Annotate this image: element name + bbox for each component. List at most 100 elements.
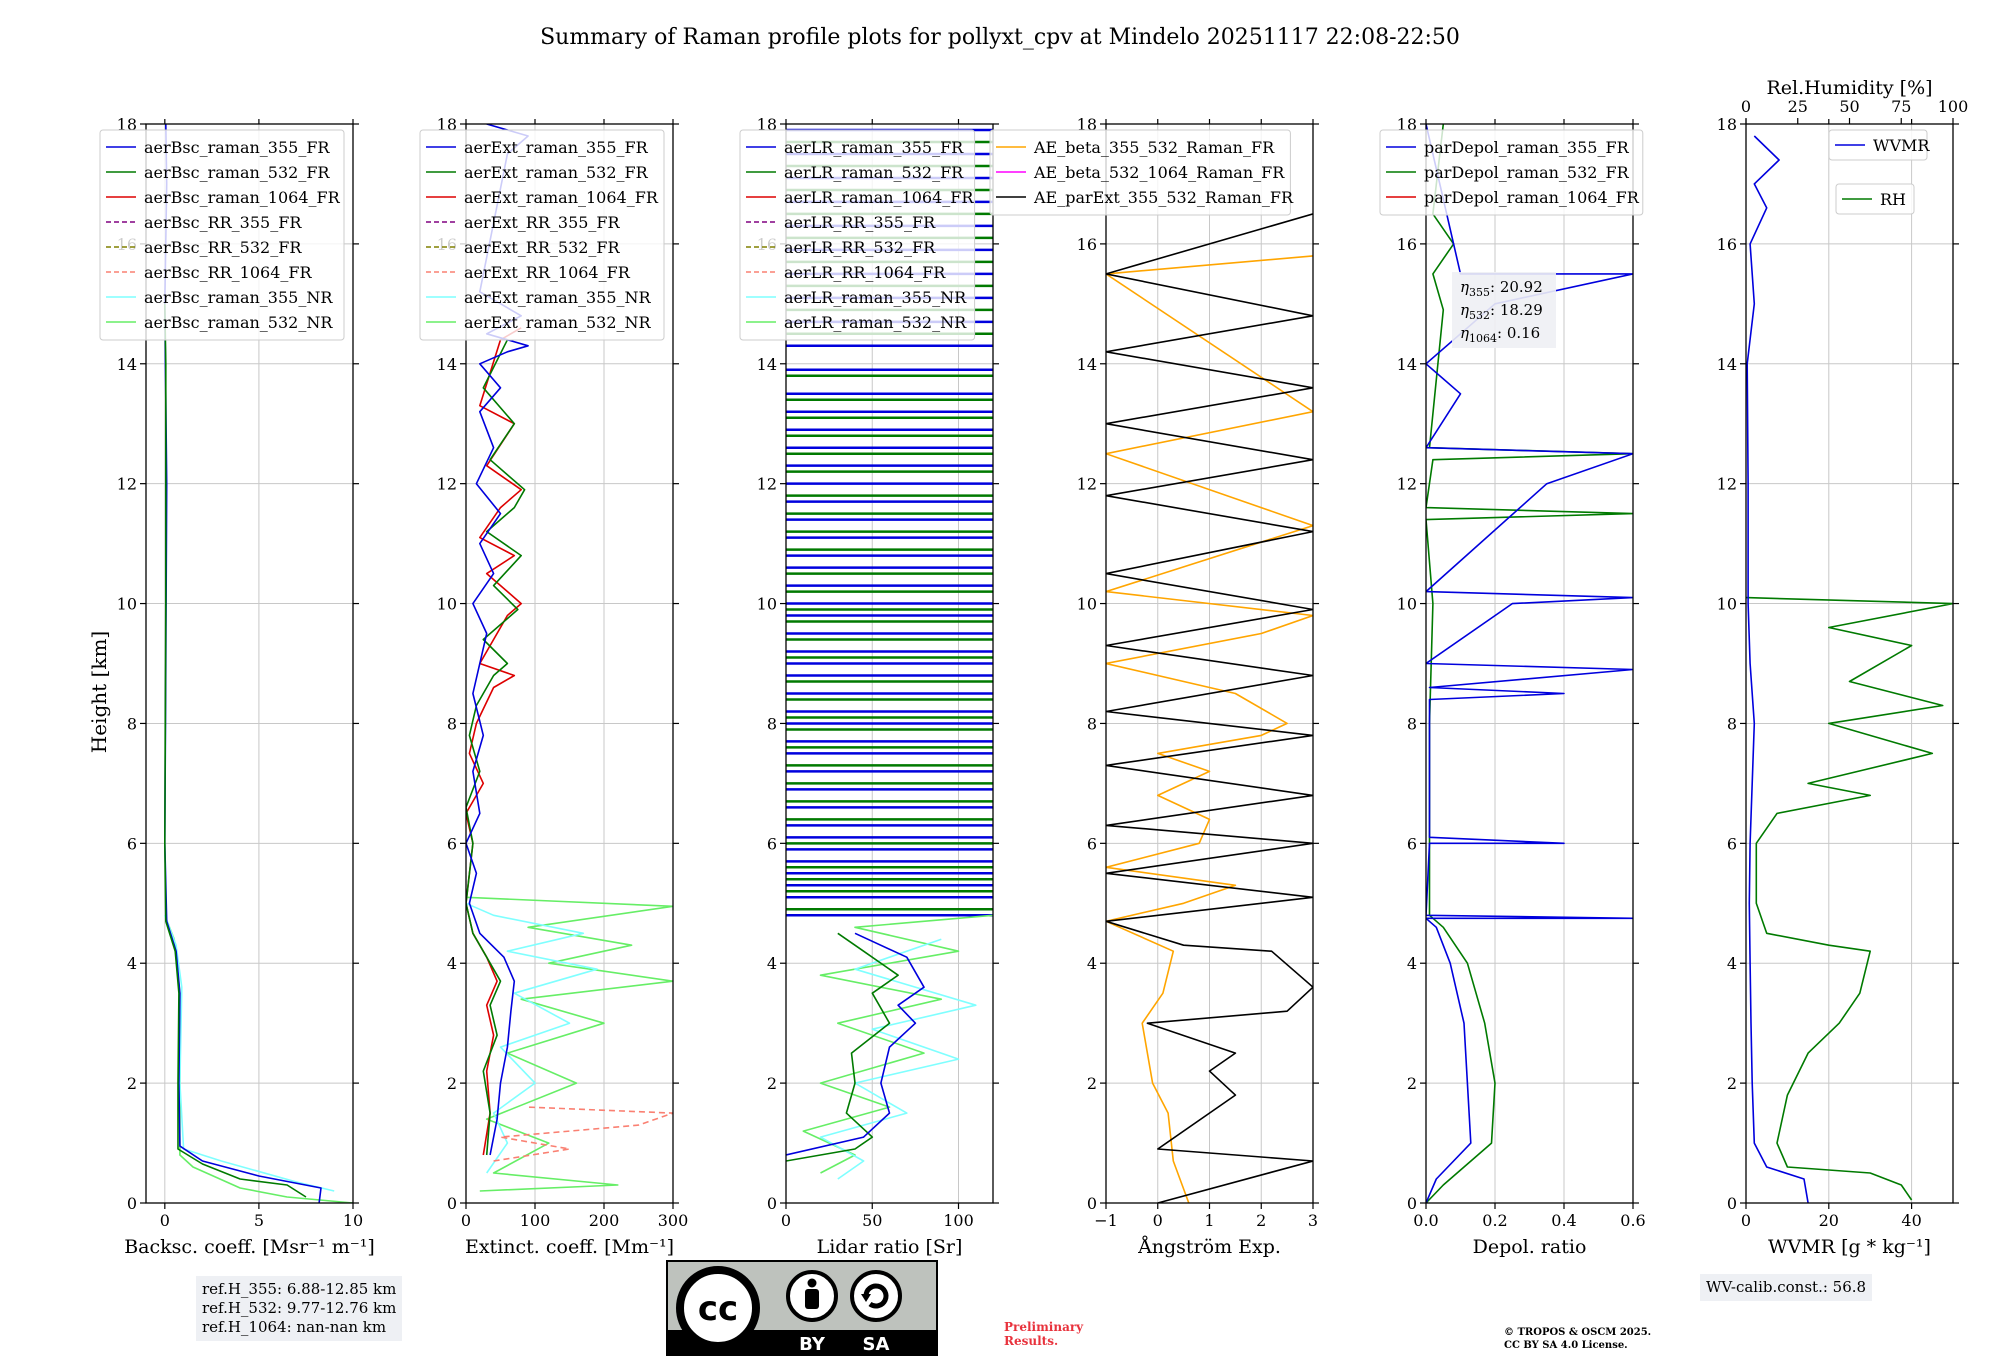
x-tick-label: 50 [862, 1211, 882, 1230]
y-tick-label: 4 [1087, 954, 1097, 973]
series-parDepol_raman_355_FR [1426, 124, 1633, 1203]
panel-extinction: 0100200300024681012141618Extinct. coeff.… [419, 115, 689, 1258]
y-tick-label: 18 [437, 115, 457, 134]
x-tick-label: 0 [781, 1211, 791, 1230]
x-tick-label: 2 [1256, 1211, 1266, 1230]
y-tick-label: 8 [1407, 714, 1417, 733]
legend-box [419, 129, 665, 341]
y-tick-label: 2 [127, 1074, 137, 1093]
y-tick-label: 0 [1407, 1194, 1417, 1213]
y-tick-label: 2 [1727, 1074, 1737, 1093]
legend-label: AE_beta_532_1064_Raman_FR [1033, 163, 1285, 182]
axes-frame [1745, 123, 1954, 1204]
cc-by-sa-badge: cc BY SA [666, 1260, 938, 1356]
reference-heights-box: ref.H_355: 6.88-12.85 km ref.H_532: 9.77… [196, 1276, 403, 1341]
legend-label: aerLR_RR_1064_FR [784, 263, 946, 282]
legend-label: aerLR_raman_355_NR [784, 288, 967, 307]
legend-label: aerExt_RR_355_FR [464, 213, 621, 232]
y-tick-label: 16 [1397, 235, 1417, 254]
preliminary-line-2: Results. [1004, 1334, 1059, 1348]
legend-backscatter: aerBsc_raman_355_FR aerBsc_raman_532_FRae… [99, 129, 345, 341]
x-axis-label: WVMR [g * kg⁻¹] [1768, 1236, 1931, 1258]
y-tick-label: 18 [1397, 115, 1417, 134]
plot-area-angstrom [1106, 213, 1313, 1203]
y-tick-label: 12 [117, 475, 137, 494]
y-tick-label: 14 [437, 355, 457, 374]
y-tick-label: 6 [1727, 834, 1737, 853]
preliminary-results-note: Preliminary Results. [1004, 1320, 1083, 1348]
legend-label: aerBsc_RR_1064_FR [144, 263, 313, 282]
legend-box [989, 129, 1291, 216]
y-tick-label: 12 [437, 475, 457, 494]
legend-extinction: aerExt_raman_355_FR aerExt_raman_532_FRae… [419, 129, 665, 341]
legend-label: aerBsc_RR_532_FR [144, 238, 302, 257]
copyright-line-1: © TROPOS & OSCM 2025. [1504, 1327, 1652, 1338]
y-tick-label: 8 [447, 714, 457, 733]
x-tick-label: 0.0 [1413, 1211, 1438, 1230]
legend-label: aerBsc_raman_1064_FR [144, 188, 341, 207]
x-tick-label: 0.6 [1620, 1211, 1645, 1230]
x-tick-label: 100 [520, 1211, 551, 1230]
x-tick-label: 0 [160, 1211, 170, 1230]
y-tick-label: 18 [117, 115, 137, 134]
legend-label: AE_beta_355_532_Raman_FR [1033, 138, 1275, 157]
top-x-tick-label: 50 [1839, 97, 1859, 116]
x-tick-label: 0.4 [1551, 1211, 1576, 1230]
legend-label: aerBsc_raman_355_NR [144, 288, 333, 307]
series-RH [1746, 596, 1953, 1201]
y-tick-label: 2 [1087, 1074, 1097, 1093]
y-tick-label: 0 [447, 1194, 457, 1213]
y-tick-label: 12 [757, 475, 777, 494]
eta-value: : 20.92 [1490, 278, 1543, 296]
series-aerExt_raman_1064_FR [466, 327, 522, 1156]
y-tick-label: 8 [127, 714, 137, 733]
axes-frame [1425, 123, 1634, 1204]
legend-box [1828, 129, 1928, 161]
top-x-tick-label: 75 [1891, 97, 1911, 116]
legend-label: aerBsc_raman_532_NR [144, 313, 333, 332]
y-tick-label: 12 [1077, 475, 1097, 494]
copyright-line-2: CC BY SA 4.0 License. [1504, 1340, 1628, 1351]
series-AE_beta_355_532_Raman_FR [1106, 255, 1313, 1203]
y-tick-label: 14 [1077, 355, 1097, 374]
x-axis-label: Ångström Exp. [1137, 1236, 1281, 1258]
eta-355: η355: 20.92 [1460, 278, 1543, 299]
series-aerLR_raman_355_FR [786, 932, 925, 1156]
axes-frame [785, 123, 994, 1204]
legend-lidar_ratio: aerLR_raman_355_FR aerLR_raman_532_FR aerL… [739, 129, 976, 341]
panel-depol: 0.0 0.2 0.4 0.6 0 2 4 6 8 10 12 14 16 18 Depol. ratio p… [1379, 115, 1646, 1258]
series-aerLR_raman_532_NR [802, 914, 993, 1174]
eta-subscript: 1064 [1469, 332, 1497, 345]
ref-height-1064: ref.H_1064: nan-nan km [202, 1318, 387, 1336]
series-aerExt_raman_355_NR [466, 902, 598, 1174]
legend-label: aerExt_raman_1064_FR [464, 188, 659, 207]
x-axis-label: Backsc. coeff. [Msr⁻¹ m⁻¹] [124, 1236, 375, 1258]
plot-area-wvmr [1746, 135, 1953, 1203]
y-tick-label: 4 [767, 954, 777, 973]
legend-WVMR: WVMR [1828, 129, 1930, 161]
y-tick-label: 14 [1717, 355, 1737, 374]
eta-symbol: η [1460, 324, 1469, 342]
x-tick-label: 300 [658, 1211, 689, 1230]
legend-box [1379, 129, 1644, 216]
x-tick-label: 20 [1819, 1211, 1839, 1230]
y-tick-label: 12 [1397, 475, 1417, 494]
cc-logo-icon [676, 1266, 760, 1350]
y-tick-label: 10 [1717, 595, 1737, 614]
legend-label: aerBsc_raman_532_FR [144, 163, 330, 182]
y-tick-label: 2 [767, 1074, 777, 1093]
eta-value: : 0.16 [1497, 324, 1540, 342]
y-tick-label: 14 [757, 355, 777, 374]
y-tick-label: 10 [757, 595, 777, 614]
wv-calibration-box: WV-calib.const.: 56.8 [1700, 1274, 1873, 1301]
cc-logo-text: cc [698, 1289, 738, 1329]
y-tick-label: 18 [1717, 115, 1737, 134]
y-tick-label: 0 [1727, 1194, 1737, 1213]
x-tick-label: 5 [254, 1211, 264, 1230]
series-aerExt_RR_1064_FR [493, 1106, 673, 1162]
eta-1064: η1064: 0.16 [1460, 324, 1540, 345]
series-aerLR_raman_532_FR [786, 932, 899, 1162]
series-parDepol_raman_532_FR [1426, 124, 1633, 1203]
y-tick-label: 6 [1407, 834, 1417, 853]
